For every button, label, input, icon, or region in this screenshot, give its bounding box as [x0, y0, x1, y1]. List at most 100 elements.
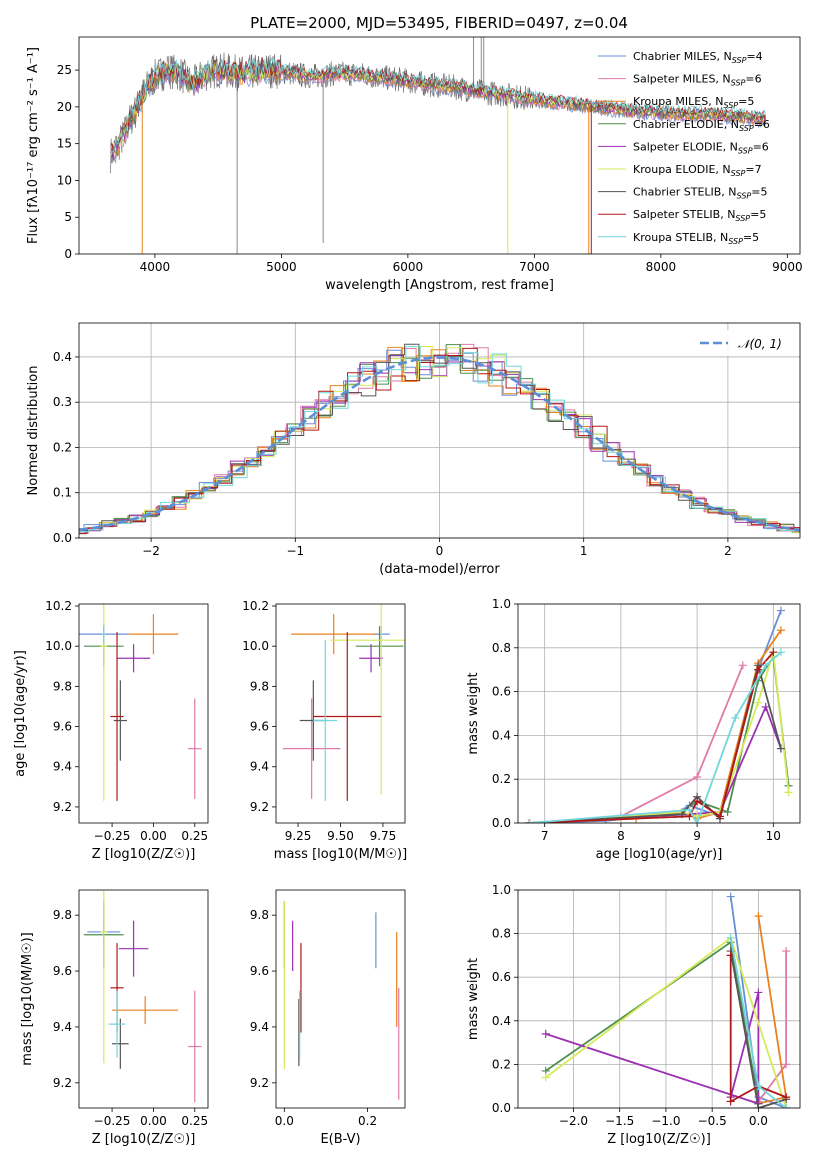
- axes-frame: [78, 603, 209, 824]
- legend-label: Kroupa MILES, NSSP=5: [633, 95, 754, 110]
- x-tick-label: 0.0: [749, 1114, 768, 1128]
- x-tick-label: 0.2: [358, 1114, 377, 1128]
- panel-spectrum: 4000 5000 6000 7000 8000 9000 0 5 10 15 20 25 wavele…: [26, 36, 803, 293]
- mass-weight-marker: [782, 1093, 791, 1102]
- mass-weight-marker: [726, 933, 735, 942]
- mass-weight-marker: [782, 947, 791, 956]
- y-tick-label: 9.2: [250, 800, 269, 814]
- legend-box: [692, 330, 795, 356]
- mass-weight-marker: [525, 819, 534, 823]
- y-tick-label: 9.4: [53, 1020, 72, 1034]
- mass-weight-marker: [754, 1082, 763, 1091]
- y-tick-label: 9.8: [53, 908, 72, 922]
- x-tick-label: 8: [617, 829, 625, 843]
- x-tick-label: 0.00: [140, 829, 167, 843]
- mass-weight-line: [529, 610, 782, 823]
- x-tick-label: 0.25: [181, 829, 208, 843]
- histogram-step: [79, 346, 800, 532]
- mass-weight-marker: [769, 648, 778, 657]
- y-tick-label: 9.2: [250, 1076, 269, 1090]
- legend-label: 𝒩(0, 1): [738, 337, 782, 351]
- x-tick-label: 6000: [393, 260, 424, 274]
- x-axis-label: E(B-V): [320, 1132, 360, 1147]
- x-tick-label: 0.00: [140, 1114, 167, 1128]
- x-tick-label: 9: [693, 829, 701, 843]
- x-tick-label: 7000: [519, 260, 550, 274]
- y-tick-label: 0.2: [53, 440, 72, 454]
- y-tick-label: 9.8: [250, 679, 269, 693]
- axes-frame: [78, 36, 801, 255]
- mass-weight-marker: [726, 892, 735, 901]
- mass-weight-marker: [754, 912, 763, 921]
- mass-weight-line: [529, 651, 774, 823]
- x-tick-label: 9.75: [370, 829, 397, 843]
- y-tick-label: 10.2: [242, 599, 269, 613]
- y-tick-label: 9.4: [250, 760, 269, 774]
- mass-weight-marker: [776, 606, 785, 615]
- mass-weight-line: [529, 653, 790, 823]
- panel-mass_vs_Z: −0.25 0.00 0.25 9.2 9.4 9.6 9.8 Z [log10(Z/Z☉)]…: [20, 889, 209, 1147]
- mass-weight-marker: [738, 661, 747, 670]
- plot-area: [79, 343, 800, 535]
- x-tick-label: 0: [436, 544, 444, 558]
- panel-mass_vs_ebv: 0.0 0.2 9.2 9.4 9.6 9.8 E(B-V): [250, 889, 406, 1147]
- panel-mass_weight_vs_Z: −2.0 −1.5 −1.0 −0.5 0.0 0.0 0.2 0.4 0.6 0.8 1.0 Z […: [466, 883, 801, 1147]
- x-axis-label: (data-model)/error: [379, 562, 500, 577]
- x-tick-label: 4000: [140, 260, 171, 274]
- y-axis-label: mass weight: [466, 672, 481, 754]
- y-tick-label: 9.6: [250, 720, 269, 734]
- mass-weight-line: [757, 951, 787, 1103]
- mass-weight-line: [729, 955, 787, 1104]
- y-tick-label: 10.2: [45, 599, 72, 613]
- plot-area: [110, 37, 767, 254]
- mass-weight-line: [545, 940, 760, 1104]
- panel-age_vs_mass: 9.25 9.50 9.75 9.2 9.4 9.6 9.8 10.0 10.2 mass [lo…: [242, 599, 407, 862]
- x-tick-label: 0.25: [181, 1114, 208, 1128]
- axes-frame: [517, 603, 801, 824]
- y-tick-label: 10.0: [242, 639, 269, 653]
- y-tick-label: 0.4: [492, 1014, 511, 1028]
- x-tick-label: −0.25: [94, 829, 131, 843]
- y-tick-label: 0.1: [53, 486, 72, 500]
- panel-age_vs_Z: −0.25 0.00 0.25 9.2 9.4 9.6 9.8 10.0 10.2 Z [log1…: [13, 599, 209, 862]
- mass-weight-marker: [754, 698, 763, 707]
- y-tick-label: 0.6: [492, 970, 511, 984]
- x-tick-label: 1: [580, 544, 588, 558]
- legend-label: Kroupa STELIB, NSSP=5: [633, 231, 759, 246]
- y-tick-label: 9.6: [53, 720, 72, 734]
- x-tick-label: 0.0: [275, 1114, 294, 1128]
- x-tick-label: −2.0: [559, 1114, 588, 1128]
- mass-weight-line: [729, 950, 787, 1108]
- y-axis-label: Normed distribution: [26, 366, 41, 496]
- y-tick-label: 0.2: [492, 1057, 511, 1071]
- mass-weight-marker: [685, 805, 694, 814]
- mass-weight-line: [529, 664, 744, 823]
- y-tick-label: 0.0: [492, 1101, 511, 1115]
- normal-curve: [79, 356, 800, 532]
- x-tick-label: −1: [286, 544, 304, 558]
- y-tick-label: 0: [64, 247, 72, 261]
- plot-area: [282, 604, 405, 801]
- mass-weight-marker: [715, 812, 724, 821]
- legend-label: Chabrier MILES, NSSP=4: [633, 50, 763, 65]
- figure-title: PLATE=2000, MJD=53495, FIBERID=0497, z=0…: [250, 14, 628, 32]
- legend: Chabrier MILES, NSSP=4 Salpeter MILES, NS…: [598, 50, 770, 246]
- y-tick-label: 5: [64, 210, 72, 224]
- mass-weight-marker: [541, 1073, 550, 1082]
- mass-weight-marker: [693, 819, 702, 823]
- x-tick-label: −0.5: [698, 1114, 727, 1128]
- y-tick-label: 9.4: [53, 760, 72, 774]
- plot-area: [283, 901, 400, 1100]
- x-axis-label: age [log10(age/yr)]: [596, 847, 723, 862]
- x-tick-label: 9000: [772, 260, 803, 274]
- mass-weight-marker: [726, 1097, 735, 1106]
- mass-weight-marker: [754, 1104, 763, 1108]
- y-axis-label: mass weight: [466, 958, 481, 1040]
- y-tick-label: 9.8: [250, 908, 269, 922]
- y-tick-label: 9.2: [53, 800, 72, 814]
- mass-weight-line: [757, 916, 788, 1105]
- y-axis-label: age [log10(age/yr)]: [13, 650, 28, 777]
- x-tick-label: 2: [724, 544, 732, 558]
- legend-label: Salpeter ELODIE, NSSP=6: [633, 140, 769, 155]
